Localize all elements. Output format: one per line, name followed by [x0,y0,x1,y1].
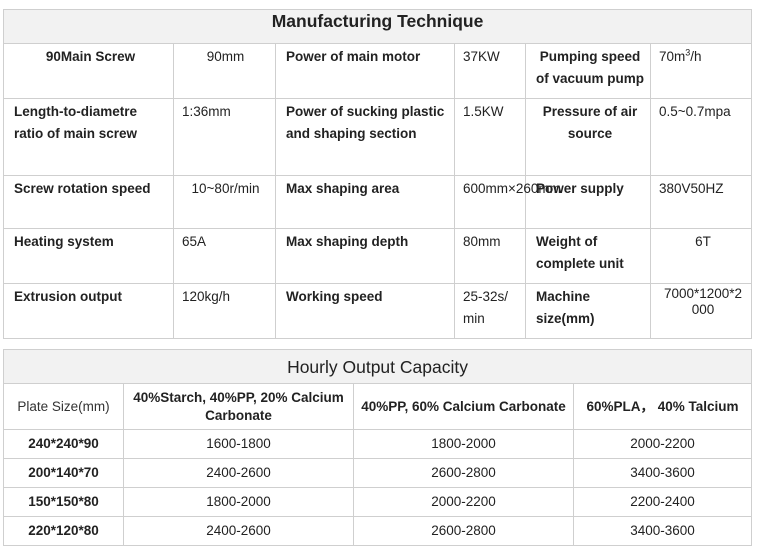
spec-label: Max shaping area [275,175,455,229]
capacity-header: 40%Starch, 40%PP, 20% Calcium Carbonate [123,383,354,430]
plate-size-cell: 240*240*90 [3,429,124,459]
spec-value: 600mm×260mm [454,175,561,229]
spec-label: Power of sucking plastic and shaping sec… [275,98,455,176]
capacity-header: Plate Size(mm) [3,383,124,430]
spec-label: Working speed [275,283,455,339]
spec-label: Pressure of air source [525,98,651,176]
spec-value: 10~80r/min [173,175,276,229]
plate-size-cell: 200*140*70 [3,458,124,488]
manufacturing-technique-table: Manufacturing Technique 90Main Screw 90m… [3,9,752,339]
capacity-table-title: Hourly Output Capacity [2,349,753,384]
spec-label: Max shaping depth [275,228,455,284]
capacity-cell: 2400-2600 [123,516,354,546]
spec-table-title: Manufacturing Technique [3,9,752,44]
pump-speed-number: 70m [659,49,686,64]
capacity-cell: 1800-2000 [353,429,574,459]
capacity-cell: 2600-2800 [353,516,574,546]
capacity-cell: 3400-3600 [572,458,753,488]
spec-value: 1.5KW [454,98,526,176]
spec-value: 120kg/h [173,283,276,339]
spec-value: 65A [173,228,276,284]
spec-value: 6T [650,228,752,284]
spec-label: Power supply [525,175,651,229]
pump-speed-unit-superscript: 3 [685,47,691,58]
capacity-cell: 2200-2400 [572,487,753,517]
spec-label: Extrusion output [3,283,174,339]
spec-label: Screw rotation speed [3,175,174,229]
spec-label: Weight of complete unit [525,228,651,284]
capacity-header: 40%PP, 60% Calcium Carbonate [353,383,574,430]
capacity-cell: 2600-2800 [353,458,574,488]
spec-value: 80mm [454,228,526,284]
hourly-output-capacity-table: Hourly Output Capacity Plate Size(mm) 40… [2,349,753,546]
plate-size-cell: 150*150*80 [3,487,124,517]
spec-value: 25-32s/min [454,283,526,339]
spec-value: 1:36mm [173,98,276,176]
spec-value: 70m3/h [650,43,752,99]
capacity-cell: 1600-1800 [123,429,354,459]
spec-label: Heating system [3,228,174,284]
capacity-cell: 3400-3600 [572,516,753,546]
spec-value: 380V50HZ [650,175,752,229]
spec-label: Power of main motor [275,43,455,99]
spec-label: Machine size(mm) [525,283,651,339]
spec-value: 0.5~0.7mpa [650,98,752,176]
capacity-cell: 2000-2200 [572,429,753,459]
spec-value: 90mm [173,43,276,99]
spec-label: Pumping speed of vacuum pump [525,43,651,99]
capacity-cell: 1800-2000 [123,487,354,517]
plate-size-cell: 220*120*80 [3,516,124,546]
spec-value: 37KW [454,43,526,99]
capacity-cell: 2000-2200 [353,487,574,517]
spec-label: 90Main Screw [3,43,174,99]
capacity-cell: 2400-2600 [123,458,354,488]
spec-label: Length-to-diametre ratio of main screw [3,98,174,176]
pump-speed-unit-rest: /h [690,49,702,64]
capacity-header: 60%PLA， 40% Talcium [572,383,753,430]
spec-value: 7000*1200*2000 [650,283,752,339]
